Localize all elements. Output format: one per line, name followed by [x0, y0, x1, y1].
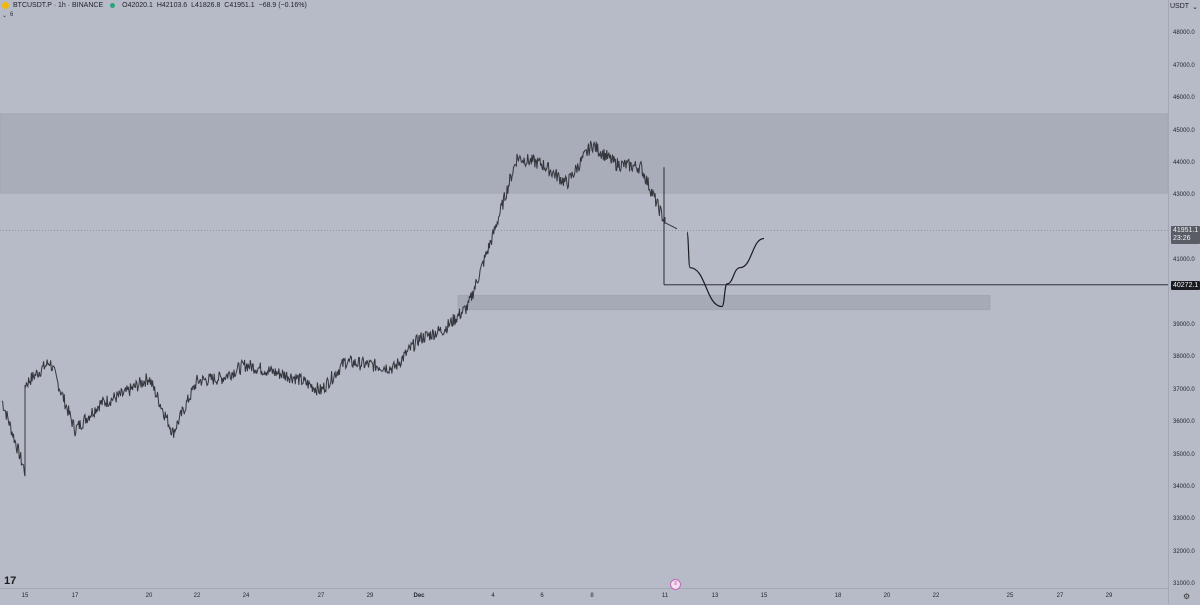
price-tick-label: 32000.0 [1173, 548, 1195, 555]
price-tick-label: 48000.0 [1173, 30, 1195, 37]
time-tick-label: 15 [760, 593, 768, 599]
chart-plot-area[interactable] [0, 0, 1168, 588]
time-tick-label: 25 [1006, 593, 1014, 599]
chevron-down-icon: ⌄ [1192, 4, 1198, 11]
time-tick-label: 24 [242, 593, 250, 599]
currency-label: USDT [1170, 3, 1190, 10]
close-value: C41951.1 [224, 2, 255, 9]
ohlc-values: O42020.1 H42103.6 L41826.8 C41951.1 −68.… [122, 2, 309, 9]
current-price-value: 41951.1 [1173, 227, 1199, 234]
time-tick-label: 22 [193, 593, 201, 599]
time-tick-label: 4 [491, 593, 495, 599]
price-tick-label: 44000.0 [1173, 160, 1195, 166]
low-value: L41826.8 [191, 2, 221, 9]
time-tick-label: 11 [661, 593, 669, 599]
time-tick-label: 27 [1056, 593, 1064, 599]
time-tick-label: 29 [1105, 593, 1113, 599]
open-value: O42020.1 [122, 2, 153, 9]
price-tick-label: 37000.0 [1173, 386, 1195, 393]
currency-selector[interactable]: USDT ⌄ [1170, 3, 1198, 11]
collapse-chevron-icon[interactable]: ⌄ [2, 13, 8, 19]
time-tick-label: 20 [145, 593, 153, 599]
indicator-legend[interactable]: ⌄ 6 [2, 12, 13, 19]
tradingview-logo-icon[interactable]: 17 [4, 575, 17, 587]
time-tick-label: 8 [590, 593, 594, 599]
price-tick-label: 36000.0 [1173, 419, 1195, 426]
price-tick-label: 41000.0 [1173, 257, 1195, 264]
time-tick-label: 22 [932, 593, 940, 599]
price-tick-label: 31000.0 [1173, 581, 1195, 588]
exchange-logo-icon [2, 2, 9, 9]
price-tick-label: 34000.0 [1173, 484, 1195, 490]
zone-rectangle [0, 113, 1168, 194]
time-axis[interactable]: 15 17 20 22 24 27 29 Dec 4 6 8 11 13 15 18 20 22 25 27 29 [0, 588, 1168, 605]
time-tick-label: 17 [71, 593, 79, 599]
horizontal-line-price-tag[interactable]: 40272.1 [1171, 281, 1200, 290]
current-price-tag: 41951.1 23:26 [1171, 226, 1200, 244]
time-tick-label: 6 [540, 593, 544, 599]
price-tick-label: 46000.0 [1173, 95, 1195, 102]
time-tick-label: 20 [883, 593, 891, 599]
time-tick-label: 18 [834, 593, 842, 599]
change-value: −68.9 (−0.16%) [258, 2, 307, 9]
settings-gear-icon[interactable]: ⚙ [1183, 592, 1191, 601]
price-tick-label: 33000.0 [1173, 516, 1195, 523]
price-series-line [1, 140, 678, 477]
price-chart[interactable] [0, 0, 1168, 588]
symbol-legend: BTCUSDT.P · 1h · BINANCE O42020.1 H42103… [2, 2, 309, 9]
price-axis[interactable] [1168, 0, 1200, 604]
event-marker-icon[interactable]: ≡ [670, 579, 681, 590]
symbol-title[interactable]: BTCUSDT.P · 1h · BINANCE [13, 2, 104, 9]
price-tick-label: 39000.0 [1173, 322, 1195, 328]
time-tick-label: 29 [366, 593, 374, 599]
indicator-count: 6 [10, 12, 14, 18]
time-tick-label: 27 [317, 593, 325, 599]
time-tick-label: 13 [711, 593, 719, 599]
time-tick-label: Dec [413, 593, 425, 599]
high-value: H42103.6 [156, 2, 188, 9]
price-tick-label: 45000.0 [1173, 127, 1195, 134]
price-tick-label: 43000.0 [1173, 192, 1195, 199]
bar-countdown: 23:26 [1173, 235, 1191, 242]
market-open-icon [110, 3, 116, 8]
price-tick-label: 35000.0 [1173, 451, 1195, 458]
time-tick-label: 15 [21, 593, 29, 599]
price-tick-label: 38000.0 [1173, 354, 1195, 361]
projection-path [686, 231, 765, 308]
price-tick-label: 47000.0 [1173, 62, 1195, 69]
